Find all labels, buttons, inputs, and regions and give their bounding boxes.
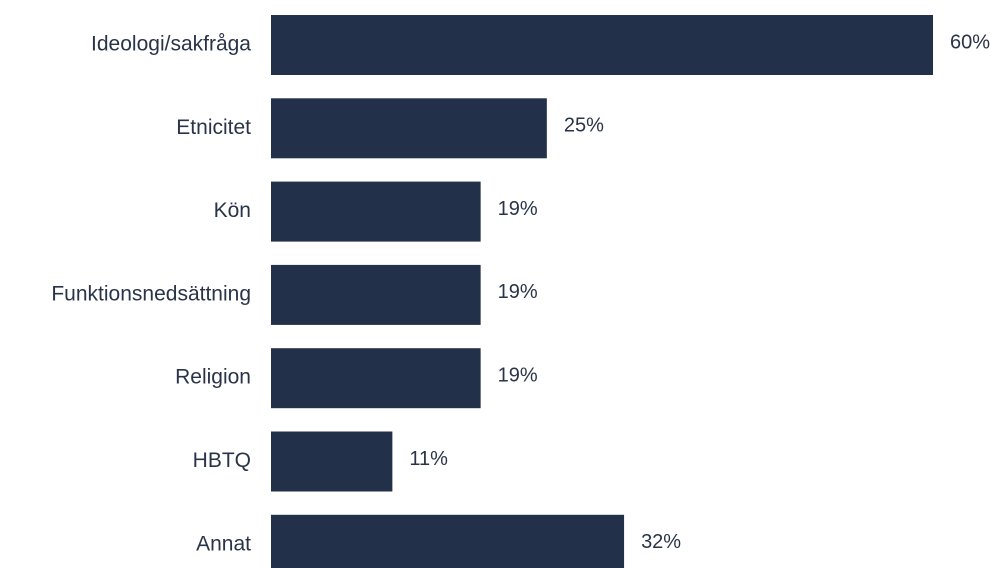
category-label: Ideologi/sakfråga bbox=[91, 33, 251, 56]
category-label: Annat bbox=[196, 532, 251, 555]
bar bbox=[271, 264, 481, 325]
category-label: Funktionsnedsättning bbox=[51, 282, 251, 305]
value-label: 19% bbox=[498, 198, 538, 220]
bar bbox=[271, 98, 547, 159]
bar bbox=[271, 181, 481, 242]
value-label: 11% bbox=[409, 448, 448, 470]
bar bbox=[271, 514, 625, 568]
category-label: Kön bbox=[214, 199, 251, 222]
category-label: Religion bbox=[175, 366, 251, 389]
value-label: 25% bbox=[564, 115, 604, 137]
value-label: 32% bbox=[641, 531, 681, 553]
category-label: Etnicitet bbox=[176, 116, 251, 139]
value-label: 60% bbox=[950, 31, 990, 53]
category-label: HBTQ bbox=[193, 449, 251, 472]
value-label: 19% bbox=[498, 281, 538, 303]
bar bbox=[271, 431, 393, 492]
bar bbox=[271, 348, 481, 409]
bar bbox=[271, 15, 933, 75]
value-label: 19% bbox=[498, 364, 538, 386]
